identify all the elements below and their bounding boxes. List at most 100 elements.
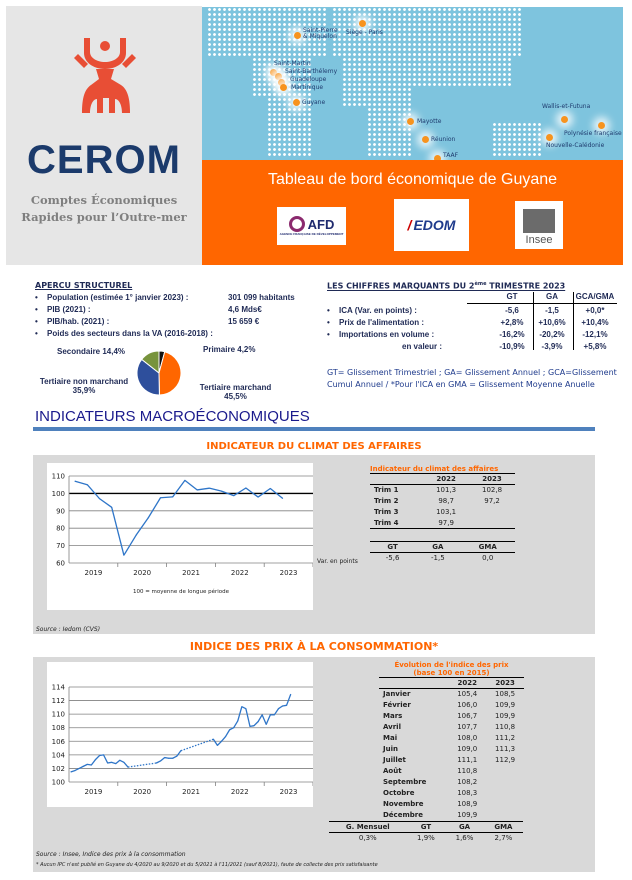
table-cell: -5,6 bbox=[385, 554, 400, 563]
data-segment bbox=[221, 490, 234, 497]
data-segment bbox=[282, 704, 287, 707]
tagline-line-2: Rapides pour l’Outre-mer bbox=[21, 210, 187, 224]
col-header: GMA bbox=[478, 543, 497, 551]
sector-pie-chart bbox=[136, 350, 182, 396]
table-cell: Septembre bbox=[383, 778, 427, 786]
chiffres-row-label: en valeur : bbox=[402, 342, 443, 351]
chart-caption: 100 = moyenne de longue période bbox=[133, 588, 230, 595]
data-segment bbox=[164, 756, 169, 759]
apercu-value: 301 099 habitants bbox=[228, 293, 295, 302]
table-row: Août 110,8 bbox=[379, 766, 524, 777]
data-segment bbox=[229, 727, 234, 731]
col-header: GT bbox=[506, 292, 518, 301]
map-label: Wallis-et-Futuna bbox=[542, 103, 591, 110]
pie-label-tertiaire-non-marchand: Tertiaire non marchand 35,9% bbox=[39, 377, 129, 395]
data-segment bbox=[102, 754, 109, 764]
x-tick-label: 2020 bbox=[133, 788, 151, 796]
x-tick-label: 2022 bbox=[231, 569, 249, 577]
data-segment bbox=[225, 729, 231, 737]
ipc-line-chart: 100 102 104 106 108 110 112 114 2019 2020 2021 2022… bbox=[52, 684, 314, 796]
col-header: GA bbox=[432, 543, 444, 551]
y-tick-label: 114 bbox=[52, 684, 66, 692]
table-cell: 108,0 bbox=[457, 734, 478, 742]
table-row: Décembre 109,9 bbox=[379, 810, 524, 821]
table-row: 0,3% 1,9% 1,6% 2,7% bbox=[329, 832, 523, 843]
insee-logo: Insee bbox=[515, 201, 563, 249]
ipc-box: 100 102 104 106 108 110 112 114 2019 2020 2021 2022… bbox=[33, 657, 595, 872]
y-tick-label: 102 bbox=[52, 765, 65, 773]
ipc-chart-panel: 100 102 104 106 108 110 112 114 2019 2020 2021 2022… bbox=[47, 662, 314, 807]
y-tick-label: 112 bbox=[52, 697, 65, 705]
apercu-label: PIB/hab. (2021) : bbox=[35, 317, 109, 326]
ica-title: INDICATEUR DU CLIMAT DES AFFAIRES bbox=[206, 441, 422, 452]
world-map: Saint-Pierre & Miquelon Siège - Paris Sa… bbox=[202, 7, 623, 160]
map-label: Mayotte bbox=[417, 118, 442, 125]
table-cell: 106,7 bbox=[457, 712, 478, 720]
ipc-source: Source : Insee, Indice des prix à la con… bbox=[36, 851, 186, 858]
table-cell: 108,3 bbox=[457, 789, 478, 797]
table-cell: 108,9 bbox=[457, 800, 478, 808]
x-tick-label: 2020 bbox=[133, 569, 151, 577]
col-header: 2023 bbox=[495, 679, 515, 687]
data-segment bbox=[94, 755, 100, 761]
data-segment bbox=[253, 721, 259, 727]
apercu-label: Poids des secteurs dans la VA (2016-2018… bbox=[35, 329, 213, 338]
data-segment bbox=[127, 762, 157, 768]
table-row: Trim 4 97,9 bbox=[370, 518, 515, 529]
map-label: Saint-Pierre & Miquelon bbox=[303, 27, 338, 40]
data-segment bbox=[70, 769, 76, 773]
ipc-table-title: Évolution de l'indice des prix (base 100 … bbox=[394, 661, 509, 677]
table-cell: 97,2 bbox=[484, 497, 500, 505]
table-cell: 102,8 bbox=[482, 486, 503, 495]
y-tick-label: 104 bbox=[52, 751, 66, 759]
y-tick-label: 106 bbox=[52, 738, 66, 746]
ica-var-table: GT GA GMA -5,6 -1,5 0,0 bbox=[370, 541, 515, 564]
ica-box: 60 70 80 90 100 110 2019 2020 2021 2022 2023 100 = … bbox=[33, 455, 595, 634]
data-segment bbox=[241, 706, 247, 710]
title-band: Tableau de bord économique de Guyane AFD… bbox=[202, 160, 623, 265]
table-cell: Janvier bbox=[383, 690, 411, 699]
table-cell bbox=[486, 799, 524, 810]
table-row: Janvier 105,4 108,5 bbox=[379, 689, 524, 700]
y-tick-label: 80 bbox=[56, 525, 65, 533]
y-tick-label: 108 bbox=[52, 724, 65, 732]
table-cell: 109,9 bbox=[495, 701, 516, 709]
data-segment bbox=[233, 720, 239, 729]
table-cell: Mai bbox=[383, 734, 398, 742]
data-segment bbox=[107, 761, 112, 764]
col-header bbox=[370, 474, 423, 485]
x-tick-label: 2023 bbox=[280, 788, 298, 796]
table-cell: 107,7 bbox=[457, 723, 478, 731]
chiffres-value: -10,9% bbox=[499, 342, 525, 351]
table-cell: 110,8 bbox=[495, 723, 516, 731]
tagline: Comptes Économiques Rapides pour l’Outre… bbox=[6, 192, 202, 226]
chiffres-value: -12,1% bbox=[582, 330, 608, 339]
table-row: Juillet 111,1 112,9 bbox=[379, 755, 524, 766]
ipc-table-wrap: Évolution de l'indice des prix (base 100 … bbox=[329, 661, 555, 843]
table-row: Mars 106,7 109,9 bbox=[379, 711, 524, 722]
data-segment bbox=[111, 507, 125, 556]
table-cell bbox=[469, 518, 515, 529]
table-cell: Mars bbox=[383, 712, 403, 720]
map-label: TAAF bbox=[443, 152, 459, 159]
map-label: Saint-Martin bbox=[274, 60, 311, 67]
table-row: Octobre 108,3 bbox=[379, 788, 524, 799]
data-segment bbox=[249, 725, 255, 727]
chiffres-value: -3,9% bbox=[541, 342, 563, 351]
ica-table: 2022 2023 Trim 1 101,3 102,8 Trim 2 98,7 97,2 Tr… bbox=[370, 473, 515, 529]
y-tick-label: 70 bbox=[56, 542, 65, 550]
y-tick-label: 90 bbox=[56, 507, 65, 515]
table-row: Juin 109,0 111,3 bbox=[379, 744, 524, 755]
data-segment bbox=[269, 488, 283, 499]
table-cell: Juin bbox=[383, 745, 398, 753]
chiffres-value: +5,8% bbox=[583, 342, 607, 351]
data-segment bbox=[245, 487, 259, 498]
x-tick-label: 2021 bbox=[182, 788, 200, 796]
table-cell: 0,3% bbox=[358, 833, 377, 842]
table-cell: Trim 4 bbox=[374, 518, 399, 527]
apercu-value: 15 659 € bbox=[228, 317, 260, 326]
tagline-line-1: Comptes Économiques bbox=[30, 193, 178, 207]
ipc-var-table: G. Mensuel GT GA GMA 0,3% 1,9% 1,6% 2,7% bbox=[329, 821, 523, 844]
divider bbox=[467, 303, 617, 304]
edom-logo: / EDOM bbox=[394, 199, 469, 251]
